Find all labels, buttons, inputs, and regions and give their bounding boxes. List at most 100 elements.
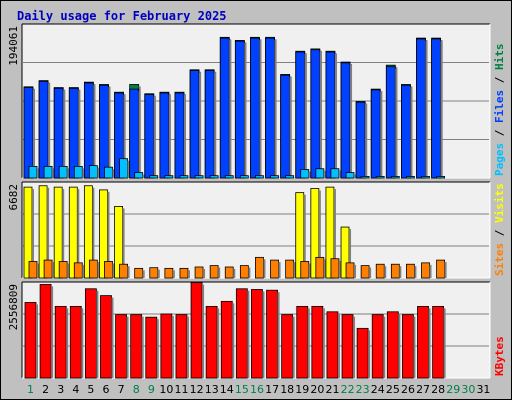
- bar-kbytes: [190, 282, 203, 379]
- bar-files: [340, 62, 351, 179]
- bar-sites-shadow: [67, 263, 70, 278]
- bar-files: [83, 82, 94, 179]
- bar-files-shadow: [168, 94, 171, 178]
- bar-sites-shadow: [293, 262, 296, 278]
- bar-files-shadow: [229, 40, 232, 178]
- y-axis-max-label: 194061: [7, 26, 20, 66]
- x-tick-label: 4: [72, 383, 79, 396]
- bar-pages-shadow: [112, 169, 115, 178]
- bar-files: [355, 101, 366, 179]
- bar-files-shadow: [334, 54, 337, 179]
- bar-kbytes-shadow: [51, 286, 54, 378]
- bar-kbytes-shadow: [322, 308, 325, 378]
- bar-kbytes: [386, 311, 399, 379]
- bar-pages: [255, 175, 264, 179]
- bar-kbytes-shadow: [111, 297, 114, 378]
- bar-pages: [239, 175, 249, 179]
- x-tick-label: 14: [220, 383, 234, 396]
- x-tick-label: 26: [401, 383, 415, 396]
- bar-pages: [194, 175, 204, 179]
- bar-files-shadow: [319, 51, 322, 178]
- bar-kbytes-shadow: [186, 316, 189, 378]
- bar-visits-shadow: [62, 189, 65, 278]
- bar-kbytes: [417, 305, 429, 379]
- bar-kbytes-shadow: [36, 304, 38, 378]
- bar-sites-shadow: [82, 264, 85, 278]
- bar-pages-shadow: [338, 170, 341, 178]
- bar-sites: [285, 259, 295, 279]
- bar-kbytes-shadow: [337, 313, 340, 378]
- legend-visits: Visits: [493, 183, 506, 223]
- bar-files-shadow: [395, 68, 398, 178]
- bar-files-shadow: [289, 77, 292, 178]
- bar-files-shadow: [244, 43, 247, 178]
- panel-3: 2556809 KBytes: [7, 281, 506, 379]
- bar-sites-shadow: [157, 269, 160, 278]
- bar-pages-shadow: [308, 171, 311, 178]
- x-tick-label: 2: [42, 383, 49, 396]
- bar-files: [219, 37, 230, 179]
- bar-visits-shadow: [318, 190, 321, 278]
- legend-separator: /: [493, 123, 506, 143]
- x-tick-label: 20: [310, 383, 324, 396]
- bar-sites: [104, 261, 113, 279]
- bar-files-shadow: [259, 40, 262, 178]
- bar-pages-shadow: [323, 170, 326, 178]
- legend-files: Files: [493, 90, 506, 123]
- bar-sites: [149, 267, 159, 279]
- bar-pages-shadow: [142, 174, 145, 178]
- x-tick-label: 16: [250, 383, 264, 396]
- x-axis-day-labels: 1 2 3 4 5 6 7 8 9 10 11 12 13 14 15 16 17 18 19 20 21 22 23 24 2…: [27, 383, 490, 396]
- bar-pages-shadow: [127, 160, 130, 178]
- bar-kbytes-shadow: [156, 319, 159, 378]
- bar-pages: [119, 158, 128, 179]
- bar-files-shadow: [365, 104, 368, 178]
- bar-sites-shadow: [308, 263, 311, 278]
- bar-files: [265, 37, 275, 179]
- bar-sites-shadow: [233, 268, 236, 278]
- bar-kbytes-shadow: [383, 316, 386, 378]
- bar-kbytes: [160, 313, 173, 379]
- panel-2: 6682 Sites / Visits: [7, 181, 506, 279]
- bar-files-shadow: [153, 96, 156, 178]
- bar-sites: [179, 267, 189, 279]
- bar-kbytes: [371, 314, 384, 379]
- bar-kbytes-shadow: [398, 313, 401, 378]
- legend-separator: /: [493, 223, 506, 243]
- bar-pages: [224, 175, 234, 179]
- bar-sites: [390, 263, 400, 279]
- bar-sites-shadow: [127, 266, 130, 278]
- bar-kbytes: [432, 305, 445, 379]
- bar-kbytes: [266, 289, 278, 379]
- bar-files: [431, 38, 442, 179]
- bar-sites: [73, 262, 83, 279]
- bar-sites: [28, 261, 38, 279]
- bar-files-shadow: [274, 40, 277, 178]
- bar-kbytes-shadow: [443, 308, 446, 378]
- bar-sites-shadow: [142, 270, 145, 278]
- x-tick-label: 24: [371, 383, 385, 396]
- bar-sites-shadow: [97, 262, 100, 278]
- x-tick-label: 5: [87, 383, 94, 396]
- bar-files: [144, 94, 155, 179]
- bar-sites: [43, 259, 53, 279]
- bar-sites-shadow: [414, 266, 417, 278]
- bar-sites-shadow: [384, 266, 387, 278]
- bar-kbytes-shadow: [292, 316, 295, 378]
- bar-pages: [375, 176, 385, 179]
- bar-kbytes-shadow: [81, 308, 84, 378]
- bar-kbytes: [69, 305, 82, 379]
- bar-sites-shadow: [172, 270, 175, 278]
- bar-visits-shadow: [333, 189, 336, 278]
- bar-pages: [406, 176, 415, 179]
- bar-files: [68, 87, 79, 179]
- bar-kbytes-shadow: [126, 316, 129, 378]
- bar-files: [295, 51, 306, 179]
- bar-pages: [315, 168, 325, 179]
- x-tick-label: 28: [431, 383, 445, 396]
- legend: Sites / Visits: [493, 183, 506, 276]
- x-tick-label: 12: [190, 383, 204, 396]
- bar-files-shadow: [78, 90, 81, 178]
- bar-kbytes: [54, 305, 67, 379]
- bar-kbytes-shadow: [96, 290, 99, 378]
